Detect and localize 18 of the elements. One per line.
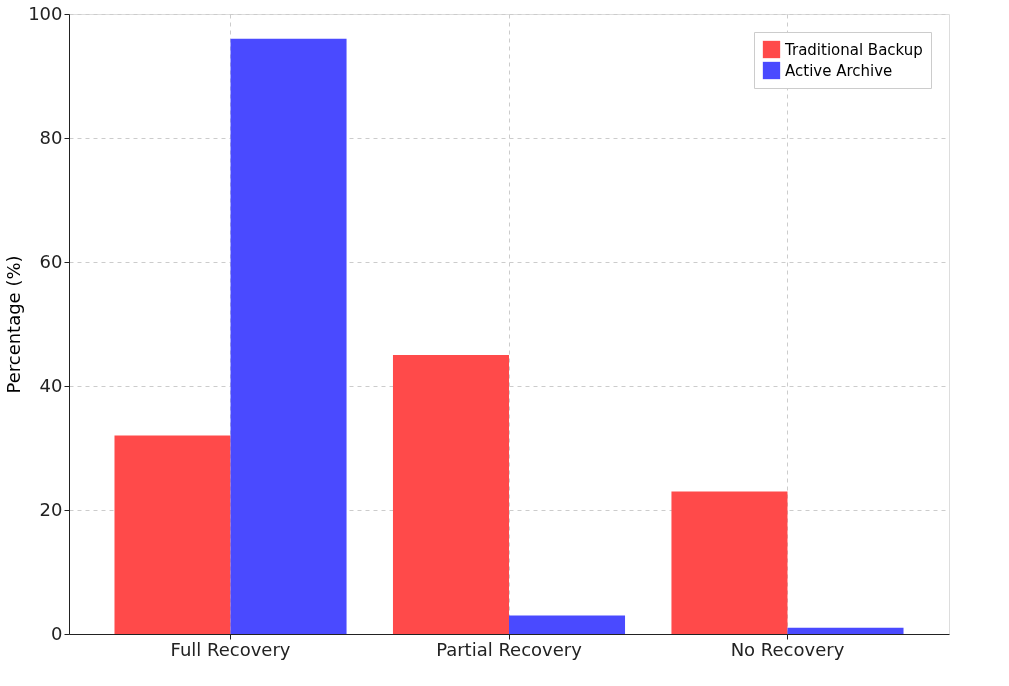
bar <box>671 491 788 634</box>
legend-label: Active Archive <box>785 61 893 80</box>
bar <box>230 38 347 634</box>
y-tick-label: 80 <box>39 126 63 148</box>
bar <box>392 355 509 634</box>
x-tick-label: Partial Recovery <box>436 638 583 660</box>
bar <box>509 615 626 634</box>
x-tick-label: Full Recovery <box>170 638 291 660</box>
y-tick-label: 100 <box>28 2 63 24</box>
y-tick-label: 20 <box>39 498 63 520</box>
y-tick-label: 40 <box>39 374 63 396</box>
y-axis-title: Percentage (%) <box>3 255 25 394</box>
legend-label: Traditional Backup <box>784 40 923 59</box>
y-tick-label: 60 <box>39 250 63 272</box>
x-tick-label: No Recovery <box>730 638 845 660</box>
bar <box>114 435 231 634</box>
bar <box>787 627 904 634</box>
y-tick-label: 0 <box>51 622 63 644</box>
